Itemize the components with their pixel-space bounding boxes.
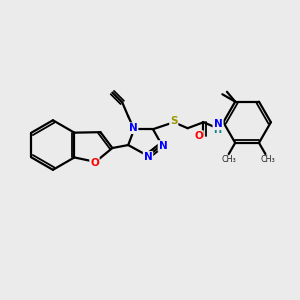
Text: S: S xyxy=(170,116,178,126)
Text: CH₃: CH₃ xyxy=(221,155,236,164)
Text: N: N xyxy=(144,152,152,162)
Text: N: N xyxy=(129,123,137,133)
Text: CH₃: CH₃ xyxy=(260,155,275,164)
Text: N: N xyxy=(214,119,223,129)
Text: O: O xyxy=(90,158,99,168)
Text: O: O xyxy=(194,131,203,141)
Text: H: H xyxy=(213,125,221,135)
Text: N: N xyxy=(158,141,167,151)
